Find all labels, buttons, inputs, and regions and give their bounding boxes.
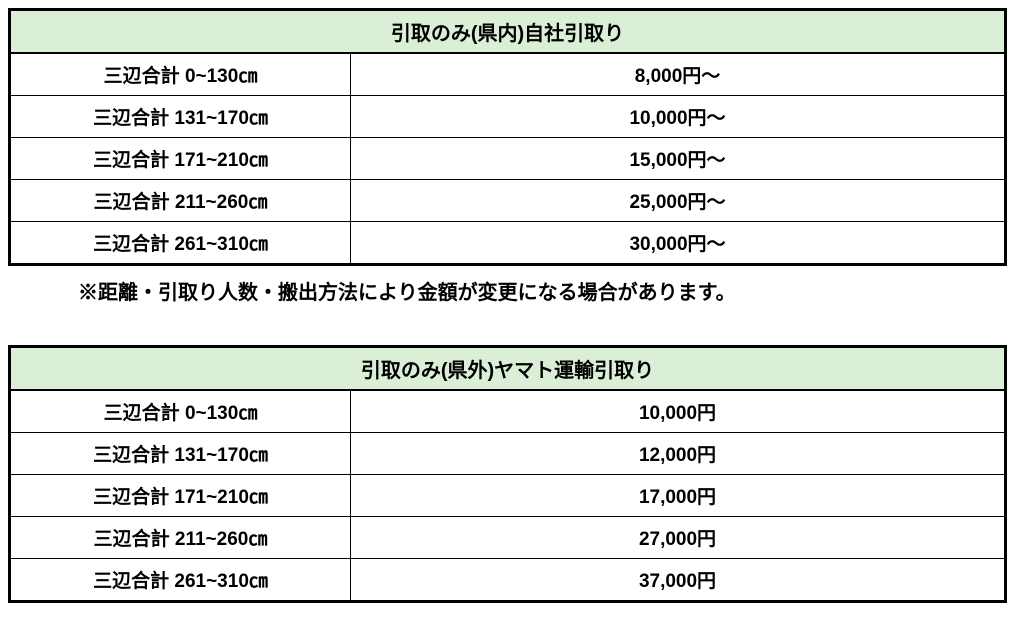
table-title: 引取のみ(県内)自社引取り [11, 11, 1004, 54]
price-cell: 30,000円～ [351, 222, 1004, 263]
pricing-table: 引取のみ(県内)自社引取り三辺合計 0~130㎝8,000円～三辺合計 131~… [8, 8, 1007, 266]
table-row: 三辺合計 131~170㎝12,000円 [11, 433, 1004, 475]
price-cell: 15,000円～ [351, 138, 1004, 179]
size-cell: 三辺合計 211~260㎝ [11, 180, 351, 221]
size-cell: 三辺合計 131~170㎝ [11, 433, 351, 474]
price-cell: 37,000円 [351, 559, 1004, 600]
size-cell: 三辺合計 171~210㎝ [11, 138, 351, 179]
table-row: 三辺合計 171~210㎝15,000円～ [11, 138, 1004, 180]
table-row: 三辺合計 211~260㎝27,000円 [11, 517, 1004, 559]
table-row: 三辺合計 131~170㎝10,000円～ [11, 96, 1004, 138]
table-row: 三辺合計 0~130㎝8,000円～ [11, 54, 1004, 96]
price-cell: 12,000円 [351, 433, 1004, 474]
pricing-table: 引取のみ(県外)ヤマト運輸引取り三辺合計 0~130㎝10,000円三辺合計 1… [8, 345, 1007, 603]
size-cell: 三辺合計 211~260㎝ [11, 517, 351, 558]
price-cell: 27,000円 [351, 517, 1004, 558]
table-title: 引取のみ(県外)ヤマト運輸引取り [11, 348, 1004, 391]
spacer [8, 315, 1007, 345]
price-cell: 25,000円～ [351, 180, 1004, 221]
price-cell: 8,000円～ [351, 54, 1004, 95]
table-row: 三辺合計 0~130㎝10,000円 [11, 391, 1004, 433]
table-row: 三辺合計 261~310㎝30,000円～ [11, 222, 1004, 263]
price-cell: 10,000円 [351, 391, 1004, 432]
size-cell: 三辺合計 0~130㎝ [11, 391, 351, 432]
size-cell: 三辺合計 171~210㎝ [11, 475, 351, 516]
table-row: 三辺合計 171~210㎝17,000円 [11, 475, 1004, 517]
table-row: 三辺合計 261~310㎝37,000円 [11, 559, 1004, 600]
size-cell: 三辺合計 131~170㎝ [11, 96, 351, 137]
size-cell: 三辺合計 261~310㎝ [11, 559, 351, 600]
table-note: ※距離・引取り人数・搬出方法により金額が変更になる場合があります。 [8, 266, 1007, 315]
price-cell: 10,000円～ [351, 96, 1004, 137]
size-cell: 三辺合計 261~310㎝ [11, 222, 351, 263]
price-cell: 17,000円 [351, 475, 1004, 516]
table-row: 三辺合計 211~260㎝25,000円～ [11, 180, 1004, 222]
size-cell: 三辺合計 0~130㎝ [11, 54, 351, 95]
